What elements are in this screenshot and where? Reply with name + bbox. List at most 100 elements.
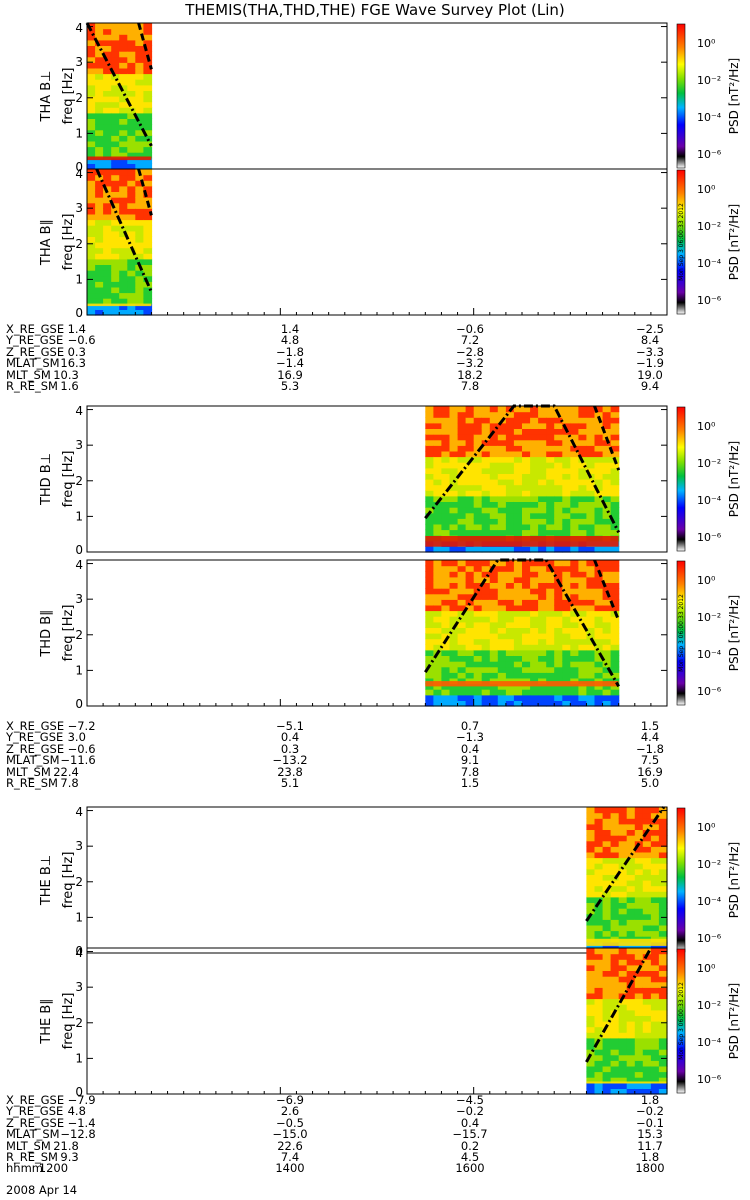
spectrogram-cell: [119, 253, 128, 260]
spectrogram-cell: [135, 28, 144, 35]
spectrogram-cell: [497, 683, 507, 690]
spectrogram-cell: [425, 633, 434, 640]
spectrogram-cell: [513, 422, 523, 429]
spectrogram-cell: [87, 118, 96, 125]
spectrogram-cell: [473, 422, 483, 429]
spectrogram-cell: [650, 930, 660, 937]
ephemeris-value: 1400: [275, 1161, 305, 1176]
spectrogram-cell: [425, 694, 434, 701]
spectrogram-cell: [95, 180, 104, 187]
spectrogram-cell: [87, 185, 96, 192]
spectrogram-cell: [457, 689, 467, 696]
spectrogram-cell: [433, 560, 443, 567]
spectrogram-cell: [570, 638, 579, 645]
y-tick-label: 1: [75, 910, 83, 924]
spectrogram-cell: [602, 976, 612, 983]
ephemeris-value: 1200: [38, 1161, 69, 1176]
spectrogram-cell: [473, 484, 483, 491]
spectrogram-cell: [642, 924, 652, 932]
spectrogram-cell: [570, 599, 579, 606]
y-tick-label: 1: [75, 272, 83, 286]
ephemeris-value: 2.6: [280, 1104, 300, 1119]
spectrogram-cell: [618, 1088, 628, 1095]
spectrogram-cell: [465, 507, 475, 514]
spectrogram-cell: [433, 422, 443, 429]
spectrogram-cell: [554, 406, 563, 413]
spectrogram-cell: [87, 163, 96, 170]
spectrogram-cell: [505, 633, 515, 640]
spectrogram-cell: [489, 450, 499, 458]
spectrogram-cell: [103, 202, 112, 209]
spectrogram-cell: [602, 964, 612, 971]
spectrogram-cell: [602, 902, 612, 909]
spectrogram-cell: [602, 913, 612, 920]
spectrogram-cell: [642, 1060, 652, 1067]
spectrogram-cell: [127, 163, 136, 170]
spectrogram-cell: [522, 672, 531, 679]
colorbar-label: PSD [nT²/Hz]: [727, 983, 741, 1059]
spectrogram-cell: [650, 953, 660, 960]
spectrogram-cell: [538, 633, 547, 640]
spectrogram-cell: [658, 1071, 668, 1078]
spectrogram-cell: [111, 96, 120, 103]
spectrogram-cell: [594, 1026, 604, 1033]
spectrogram-cell: [562, 512, 571, 519]
spectrogram-cell: [425, 610, 434, 617]
spectrogram-cell: [610, 604, 620, 612]
spectrogram-cell: [554, 456, 563, 463]
spectrogram-cell: [513, 529, 523, 536]
spectrogram-cell: [538, 649, 547, 656]
emission-band: [586, 938, 667, 946]
spectrogram-cell: [103, 107, 112, 114]
spectrogram-cell: [103, 258, 112, 265]
spectrogram-cell: [586, 998, 596, 1005]
spectrogram-cell: [594, 445, 604, 452]
spectrogram-cell: [489, 484, 499, 491]
spectrogram-cell: [127, 101, 136, 108]
spectrogram-cell: [650, 1054, 660, 1061]
spectrogram-cell: [546, 576, 555, 583]
spectrogram-cell: [449, 523, 459, 531]
spectrogram-cell: [449, 621, 459, 628]
spectrogram-cell: [650, 823, 660, 830]
spectrogram-cell: [111, 174, 120, 181]
spectrogram-cell: [586, 835, 596, 842]
spectrogram-cell: [546, 560, 555, 567]
spectrogram-cell: [538, 683, 547, 690]
spectrogram-cell: [87, 67, 96, 75]
spectrogram-cell: [111, 242, 120, 249]
spectrogram-cell: [111, 135, 120, 142]
spectrogram-cell: [578, 666, 588, 673]
spectrogram-cell: [626, 880, 636, 887]
spectrogram-cell: [449, 666, 459, 673]
spectrogram-cell: [143, 51, 153, 58]
spectrogram-cell: [87, 208, 96, 215]
spectrogram-cell: [473, 501, 483, 508]
ephemeris-value: −13.2: [272, 753, 308, 768]
ephemeris-value: 0.4: [280, 730, 300, 745]
ephemeris-variable-name: Z_RE_GSE: [6, 741, 65, 756]
spectrogram-cell: [111, 84, 120, 91]
spectrogram-cell: [513, 518, 523, 525]
spectrogram-cell: [473, 649, 483, 656]
ephemeris-value: 1.6: [60, 378, 79, 393]
spectrogram-cell: [586, 840, 596, 847]
spectrogram-cell: [87, 258, 96, 265]
ephemeris-value: 1.8: [640, 1093, 660, 1107]
spectrogram-cell: [457, 627, 467, 634]
spectrogram-cell: [610, 919, 620, 926]
spectrogram-cell: [602, 565, 612, 572]
spectrogram-cell: [87, 219, 96, 226]
ephemeris-value: 16.9: [277, 367, 303, 382]
ephemeris-table-thd: X_RE_GSE −7.2 −5.1 0.7 1.5 Y_RE_GSE 3.0 0.4 −1.3…: [0, 720, 750, 805]
spectrogram-cell: [618, 835, 628, 842]
spectrogram-cell: [570, 610, 579, 617]
spectrogram-cell: [626, 1054, 636, 1061]
spectrogram-cell: [562, 439, 571, 446]
spectrogram-cell: [594, 633, 604, 640]
spectrogram-cell: [610, 835, 620, 842]
spectrogram-cell: [538, 655, 547, 662]
spectrogram-cell: [481, 501, 491, 508]
spectrogram-cell: [103, 152, 112, 159]
spectrogram-cell: [626, 948, 636, 955]
